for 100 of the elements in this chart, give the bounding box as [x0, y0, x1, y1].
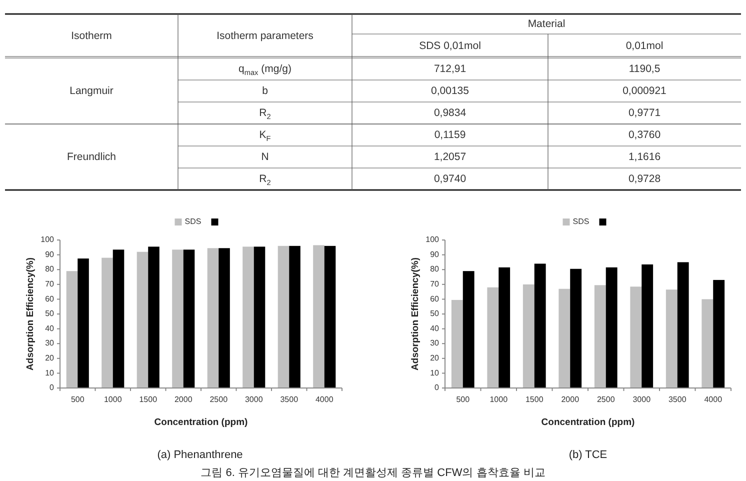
- bar: [136, 252, 148, 388]
- text: Isotherm parameters: [216, 30, 314, 42]
- text: 1190,5: [628, 62, 660, 75]
- bar: [713, 280, 725, 388]
- legend-label: SDS: [184, 217, 202, 226]
- text: 0,01mol: [626, 40, 664, 52]
- x-tick-label: 1000: [490, 395, 508, 404]
- y-tick-label: 80: [430, 264, 440, 274]
- y-tick-label: 70: [430, 280, 440, 289]
- text: N: [261, 150, 269, 163]
- x-tick-label: 1500: [139, 395, 158, 404]
- y-tick-label: 50: [45, 309, 55, 318]
- x-tick-label: 3500: [280, 395, 299, 404]
- x-tick-label: 2000: [174, 395, 193, 404]
- bar: [594, 285, 606, 388]
- bar: [289, 246, 300, 388]
- text: 0,000921: [622, 84, 667, 97]
- caption: 그림 6. 유기오염물질에 대한 계면활성제 종류별 CFW의 흡착효율 비교: [200, 467, 546, 479]
- bar: [606, 267, 618, 388]
- text: Freundlich: [66, 150, 116, 163]
- y-tick-label: 90: [45, 250, 55, 259]
- bar: [558, 288, 570, 388]
- y-tick-label: 50: [430, 309, 440, 318]
- legend-label: SDS: [572, 217, 590, 226]
- text: Isotherm: [71, 30, 112, 42]
- y-tick-label: 40: [45, 324, 55, 333]
- x-axis-title: Concentration (ppm): [154, 417, 248, 428]
- bar: [172, 250, 184, 388]
- bar: [313, 245, 324, 388]
- bar: [534, 264, 546, 388]
- y-tick-label: 70: [45, 280, 55, 289]
- y-axis-title: Adsorption Efficiency(%): [25, 258, 36, 370]
- bar: [666, 290, 678, 388]
- y-tick-label: 40: [430, 324, 440, 333]
- text: Material: [528, 18, 566, 30]
- text: (b) TCE: [568, 449, 608, 461]
- text: SDS 0,01mol: [419, 40, 481, 52]
- x-tick-label: 3000: [244, 395, 264, 404]
- y-tick-label: 30: [45, 338, 55, 348]
- x-tick-label: 4000: [704, 395, 723, 404]
- text: 0,3760: [628, 128, 661, 141]
- text: 712,91: [434, 62, 466, 75]
- text: K$_{F}$: [259, 128, 272, 144]
- text: q$_{max}$ (mg/g): [238, 62, 292, 78]
- y-tick-label: 0: [434, 383, 440, 392]
- text: 0,9771: [628, 106, 661, 119]
- y-axis-title: Adsorption Efficiency(%): [410, 258, 421, 370]
- bar: [522, 284, 534, 388]
- text: b: [262, 84, 268, 97]
- x-tick-label: 3000: [632, 395, 652, 404]
- x-tick-label: 1000: [104, 395, 122, 404]
- y-tick-label: 60: [45, 294, 55, 304]
- y-tick-label: 100: [426, 235, 440, 244]
- bar: [102, 258, 113, 388]
- bar: [702, 299, 714, 388]
- y-tick-label: 20: [430, 354, 440, 363]
- bar: [451, 300, 463, 388]
- x-tick-label: 1500: [525, 395, 544, 404]
- bar: [642, 264, 654, 388]
- y-tick-label: 100: [40, 235, 55, 244]
- text: (a) Phenanthrene: [157, 449, 243, 461]
- text: 0,1159: [434, 128, 466, 141]
- bar: [207, 248, 219, 388]
- y-tick-label: 10: [430, 368, 440, 378]
- y-tick-label: 30: [430, 338, 440, 348]
- bar: [570, 268, 582, 388]
- x-tick-label: 500: [70, 395, 85, 404]
- x-tick-label: 500: [456, 395, 470, 404]
- text: 1,2057: [434, 150, 466, 163]
- bar: [324, 246, 336, 388]
- x-tick-label: 3500: [668, 395, 687, 404]
- x-tick-label: 2500: [596, 395, 616, 404]
- bar: [218, 248, 230, 388]
- text: 0,00135: [431, 84, 470, 97]
- bar: [78, 258, 89, 388]
- bar: [242, 246, 254, 388]
- y-tick-label: 20: [45, 354, 55, 363]
- y-tick-label: 10: [45, 368, 55, 378]
- bar: [66, 271, 78, 388]
- text: 1,1616: [628, 150, 661, 163]
- text: 0,9740: [434, 172, 466, 185]
- text: R$_{2}$: [259, 106, 271, 122]
- x-tick-label: 2000: [561, 395, 580, 404]
- bar: [148, 246, 160, 388]
- y-tick-label: 0: [50, 383, 55, 392]
- bar: [183, 250, 195, 388]
- bar: [254, 246, 266, 388]
- y-tick-label: 80: [45, 264, 55, 274]
- bar: [278, 246, 290, 388]
- bar: [487, 287, 499, 388]
- y-tick-label: 60: [430, 294, 440, 304]
- text: 0,9834: [434, 106, 466, 119]
- text: 0,9728: [628, 172, 661, 185]
- x-axis-title: Concentration (ppm): [541, 417, 635, 428]
- text: R$_{2}$: [259, 172, 271, 188]
- text: Langmuir: [70, 84, 114, 97]
- bar: [677, 262, 689, 388]
- bar: [462, 271, 474, 388]
- x-tick-label: 4000: [315, 395, 334, 404]
- bar: [630, 286, 642, 388]
